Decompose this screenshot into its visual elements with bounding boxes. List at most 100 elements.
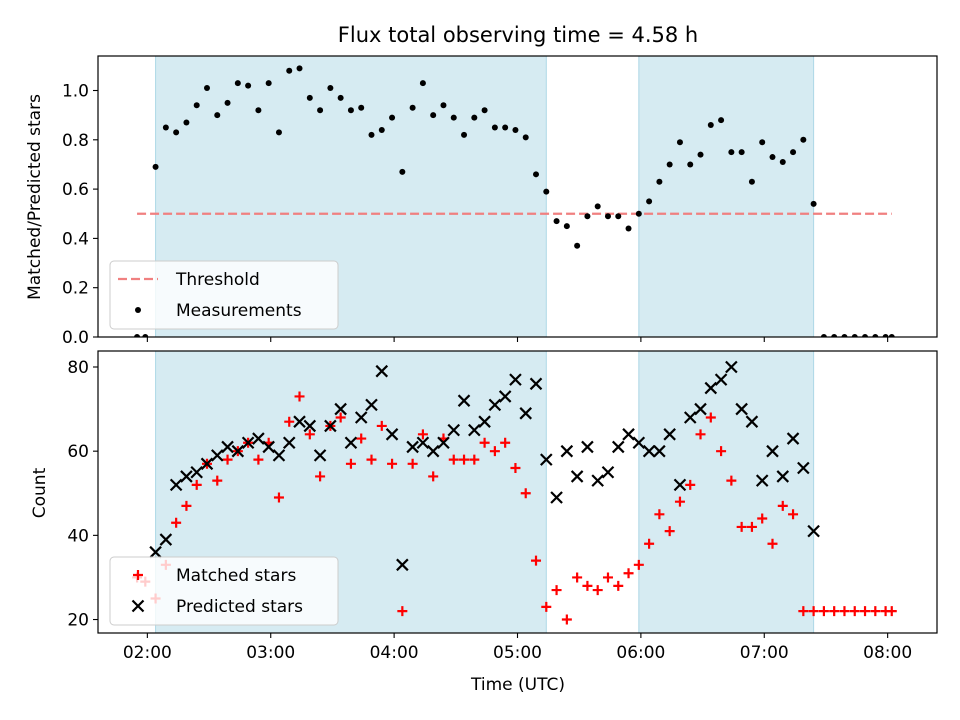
y-tick-label: 80 [67,358,89,378]
data-point [664,526,675,537]
panel-1: 0.0 0.2 0.4 0.6 0.8 1.0 Threshold Measurements [62,55,938,348]
x-tick-label: 03:00 [246,643,295,663]
data-point [324,419,337,433]
x-axis-label: Time (UTC) [470,675,565,695]
data-point [849,606,860,617]
data-point [284,416,295,427]
data-point [841,334,848,337]
data-point [529,377,543,391]
data-point [265,80,272,87]
data-point [757,513,768,524]
data-point [886,606,897,617]
data-point [222,454,233,465]
data-point [171,517,182,528]
data-point [491,124,498,131]
x-tick-label: 06:00 [616,643,665,663]
data-point [767,538,778,549]
data-point [334,402,347,416]
data-point [591,474,604,487]
data-point [134,334,141,337]
data-point [541,601,552,612]
x-tick-label: 04:00 [370,643,419,663]
data-point [461,131,468,138]
data-point [695,429,706,440]
data-point [553,218,560,225]
data-point [520,488,531,499]
shaded-period-2 [638,350,815,634]
data-point [294,391,305,402]
data-point [574,242,581,249]
data-point [440,102,447,109]
data-point [831,334,838,337]
data-point [457,394,471,407]
data-point [685,479,696,490]
data-point [335,412,346,423]
data-point [860,606,871,617]
data-point [368,131,375,138]
data-point [203,85,210,92]
data-point [512,126,519,133]
data-point [613,580,624,591]
data-point [468,423,481,437]
panel-2: 20 40 60 80 02:00 03:00 04:00 05:00 06:00 07:00 08… [67,350,938,663]
data-point [543,188,550,195]
data-point [183,119,190,126]
data-point [378,126,385,133]
data-point [162,124,169,131]
data-point [502,124,509,131]
data-point [726,475,737,486]
data-point [430,112,437,119]
data-point [676,139,683,146]
data-point [540,453,553,466]
data-point [296,65,303,72]
data-point [705,412,716,423]
data-point [200,457,214,471]
data-point [488,398,502,412]
data-point [807,524,820,538]
data-point [306,94,313,101]
data-point [755,474,769,487]
data-point [347,107,354,114]
data-point [273,492,284,503]
data-point [447,423,461,437]
data-point [602,572,613,583]
data-point [387,458,398,469]
data-point [252,432,265,445]
data-point [337,94,344,101]
chart-title: Flux total observing time = 4.58 h [338,23,698,47]
data-point [317,107,324,114]
y-tick-label: 0.2 [62,279,89,299]
legend: Threshold Measurements [109,260,339,330]
bottom-y-axis-label: Count [30,467,50,518]
legend-box [109,260,339,330]
data-point [728,149,735,156]
data-point [509,373,522,386]
data-point [358,104,365,111]
data-point [851,334,858,337]
data-point [570,470,584,483]
data-point [221,440,234,454]
data-point [396,558,409,572]
data-point [788,509,799,520]
data-point [716,446,727,457]
data-point [409,104,416,111]
data-point [550,491,563,504]
data-point [293,415,306,428]
data-point [718,117,725,124]
data-point [666,161,673,168]
data-point [397,606,408,617]
data-point [448,454,459,465]
legend-matched-swatch [133,570,143,580]
data-point [572,572,583,583]
data-point [253,454,264,465]
y-tick-label: 0.4 [62,229,89,249]
y-tick-label: 1.0 [62,82,89,102]
data-point [345,458,356,469]
data-point [522,134,529,141]
data-point [354,411,368,424]
data-point [173,129,180,136]
data-point [870,606,881,617]
data-point [694,402,707,416]
data-point [426,444,440,458]
